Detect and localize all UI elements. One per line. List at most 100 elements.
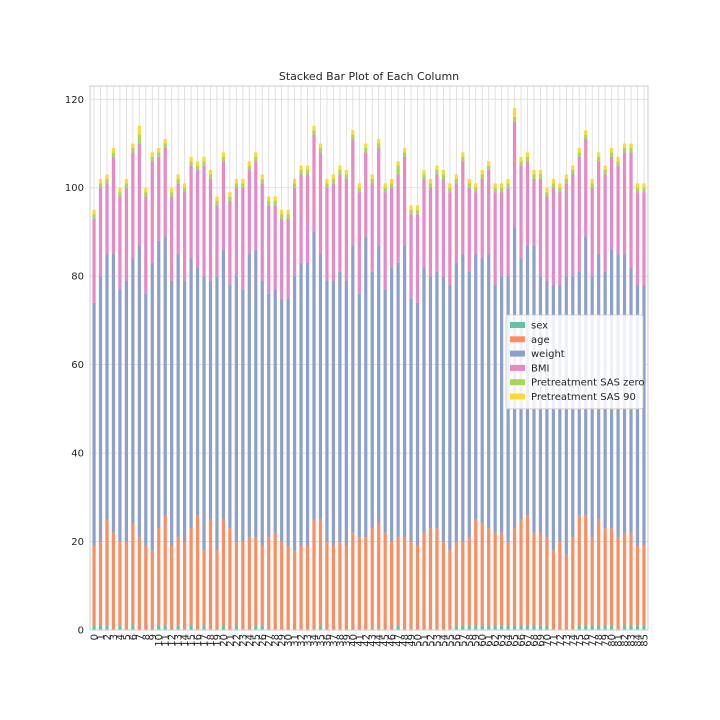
bar-segment — [377, 245, 381, 524]
bar-segment — [564, 554, 568, 630]
bar-segment — [558, 187, 562, 193]
x-tick-label: 60 — [478, 634, 489, 647]
bar-segment — [305, 165, 310, 171]
bar-segment — [390, 178, 394, 184]
bar-segment — [435, 165, 439, 171]
bar-segment — [480, 258, 484, 524]
x-tick-label: 28 — [271, 634, 282, 647]
x-tick-label: 72 — [555, 634, 566, 647]
bar-segment — [318, 254, 323, 520]
x-tick-label: 71 — [549, 634, 560, 647]
bar-segment — [525, 156, 530, 162]
bar-segment — [635, 625, 640, 630]
bar-segment — [247, 161, 251, 166]
bar-segment — [344, 170, 348, 175]
bar-segment — [157, 152, 161, 157]
bar-segment — [170, 192, 174, 197]
bar-segment — [396, 174, 400, 263]
bar-segment — [467, 178, 471, 184]
bar-segment — [318, 519, 323, 626]
bar-segment — [241, 183, 245, 188]
bar-segment — [111, 156, 116, 255]
bar-segment — [402, 245, 407, 538]
bar-segment — [163, 515, 167, 626]
bar-segment — [480, 625, 484, 630]
x-tick-label: 31 — [290, 634, 301, 647]
bar-segment — [105, 178, 109, 184]
plot-frame — [89, 85, 649, 631]
bar-segment — [506, 178, 510, 184]
bar-segment — [487, 161, 491, 166]
bar-segment — [234, 625, 238, 630]
bar-segment — [98, 187, 103, 277]
y-tick-label: 120 — [65, 95, 84, 106]
bar-segment — [92, 625, 96, 630]
bar-segment — [571, 165, 575, 171]
bar-segment — [474, 183, 478, 188]
bar-segment — [318, 625, 323, 630]
bar-segment — [344, 545, 348, 630]
bar-segment — [202, 625, 206, 630]
bar-segment — [157, 147, 161, 153]
x-tick-label: 12 — [167, 634, 178, 647]
bar-segment — [629, 147, 633, 153]
bar-segment — [124, 183, 129, 188]
bar-segment — [124, 541, 129, 630]
x-tick-label: 45 — [381, 634, 392, 647]
bar-segment — [183, 192, 187, 281]
bar-segment — [609, 528, 614, 626]
bar-segment — [254, 249, 258, 538]
bar-segment — [396, 625, 400, 630]
bar-segment — [519, 156, 523, 162]
bar-segment — [215, 196, 219, 201]
bar-segment — [299, 165, 303, 171]
bar-segment — [461, 254, 465, 542]
legend-label: Pretreatment SAS 90 — [531, 392, 636, 403]
bar-segment — [590, 625, 594, 630]
x-tick-label: 51 — [419, 634, 430, 647]
bar-segment — [305, 174, 310, 263]
bar-segment — [448, 285, 452, 551]
bar-segment — [390, 267, 394, 542]
bar-segment — [428, 187, 433, 277]
bar-segment — [558, 192, 562, 286]
x-tick-label: 36 — [322, 634, 333, 647]
bar-segment — [409, 298, 413, 542]
bar-segment — [584, 625, 588, 630]
bar-segment — [415, 302, 420, 546]
x-tick-label: 7 — [135, 634, 146, 640]
bar-segment — [609, 625, 614, 630]
bar-segment — [402, 537, 407, 630]
bar-segment — [493, 183, 497, 188]
bar-segment — [124, 178, 129, 184]
bar-segment — [357, 537, 361, 630]
bar-segment — [551, 183, 555, 188]
bar-segment — [131, 152, 135, 259]
bar-segment — [299, 170, 303, 175]
bar-segment — [396, 537, 400, 626]
bar-segment — [500, 276, 504, 533]
bar-segment — [487, 625, 491, 630]
bar-segment — [105, 183, 109, 255]
bar-segment — [137, 245, 141, 538]
bar-segment — [254, 152, 258, 157]
bar-segment — [512, 116, 517, 122]
bar-segment — [267, 200, 271, 206]
bar-segment — [318, 147, 323, 153]
bar-segment — [415, 205, 420, 210]
x-tick-label: 52 — [426, 634, 437, 647]
bar-segment — [454, 178, 458, 184]
bar-segment — [551, 550, 555, 630]
bar-segment — [351, 532, 355, 630]
bar-segment — [635, 285, 640, 546]
bar-segment — [512, 121, 517, 228]
bar-segment — [157, 625, 161, 630]
bar-segment — [428, 276, 433, 529]
bar-segment — [234, 178, 238, 184]
bar-segment — [493, 192, 497, 286]
legend-label: age — [531, 335, 550, 346]
bar-segment — [474, 254, 478, 520]
y-axis-ticks: 0 20 40 60 80 100 120 — [65, 95, 84, 637]
bar-segment — [467, 187, 471, 272]
x-tick-label: 14 — [180, 634, 191, 647]
